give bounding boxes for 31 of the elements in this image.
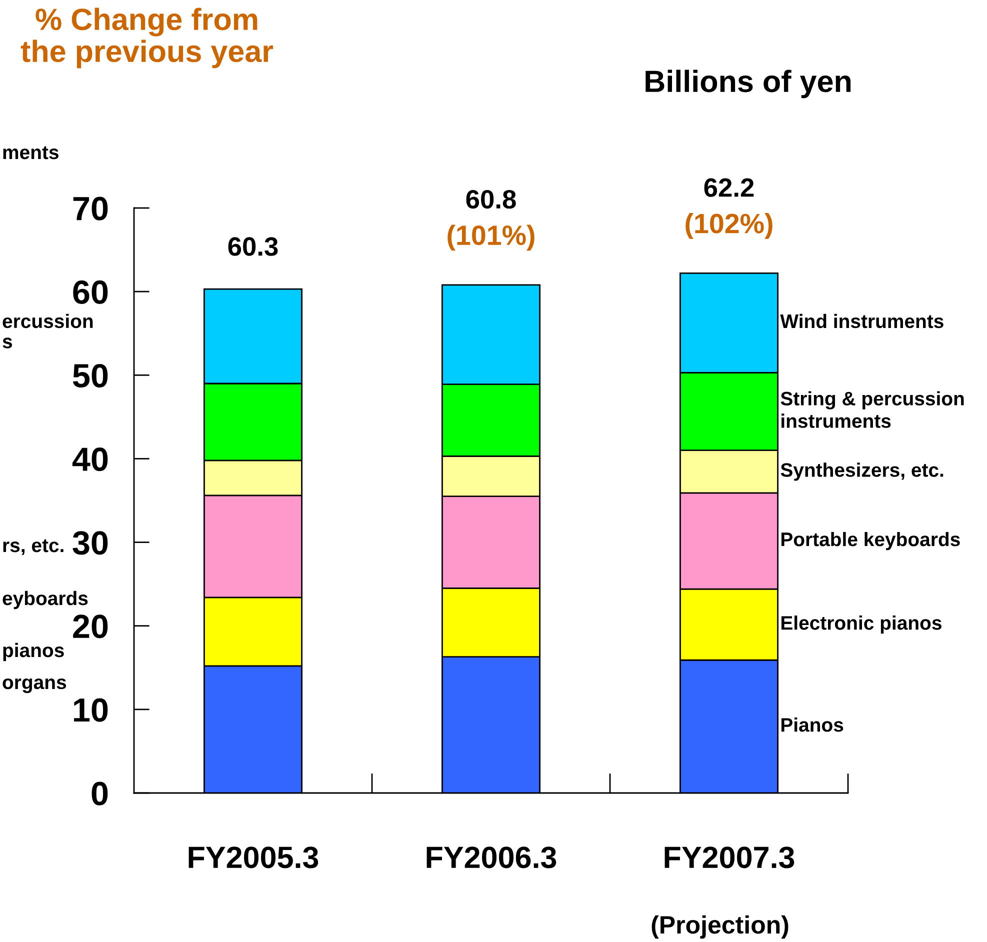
series-label: Electronic pianos	[781, 616, 942, 634]
series-label: Pianos	[781, 718, 844, 732]
y-tick-label: 30	[72, 531, 108, 555]
series-label: Portable keyboards	[781, 532, 960, 550]
text: organs	[2, 678, 66, 694]
text: pianos	[3, 642, 64, 662]
series-label: Synthesizers, etc.	[780, 462, 944, 481]
x-tick-label: FY2005.3	[188, 846, 318, 868]
text: ercussion s	[2, 314, 93, 348]
y-tick-label: 60	[73, 280, 108, 304]
total-label: 60.3	[228, 237, 278, 256]
y-tick-label: 50	[72, 364, 108, 388]
x-tick-label: FY2007.3	[664, 846, 794, 868]
y-tick-label: 70	[73, 196, 108, 220]
y-tick-label: 0	[92, 782, 108, 806]
text: ments	[3, 146, 58, 160]
text: eyboards	[2, 590, 88, 610]
y-axis-title: Billions of yen	[646, 70, 851, 98]
total-label: 60.8	[466, 190, 516, 209]
series-label: String & percussion instruments	[780, 391, 964, 428]
series-label: Wind instruments	[780, 314, 944, 328]
total-label: 62.2	[704, 178, 754, 197]
y-tick-label: 20	[73, 614, 108, 638]
y-tick-label: 10	[74, 698, 108, 722]
x-tick-label: FY2006.3	[426, 846, 556, 868]
y-tick-label: 40	[72, 448, 108, 472]
annotation: (101%)	[448, 224, 534, 251]
annotation: (102%)	[686, 213, 772, 239]
text: rs, etc.	[3, 539, 64, 556]
text: % Change from the previous year	[20, 8, 274, 68]
text: (Projection)	[652, 915, 788, 939]
